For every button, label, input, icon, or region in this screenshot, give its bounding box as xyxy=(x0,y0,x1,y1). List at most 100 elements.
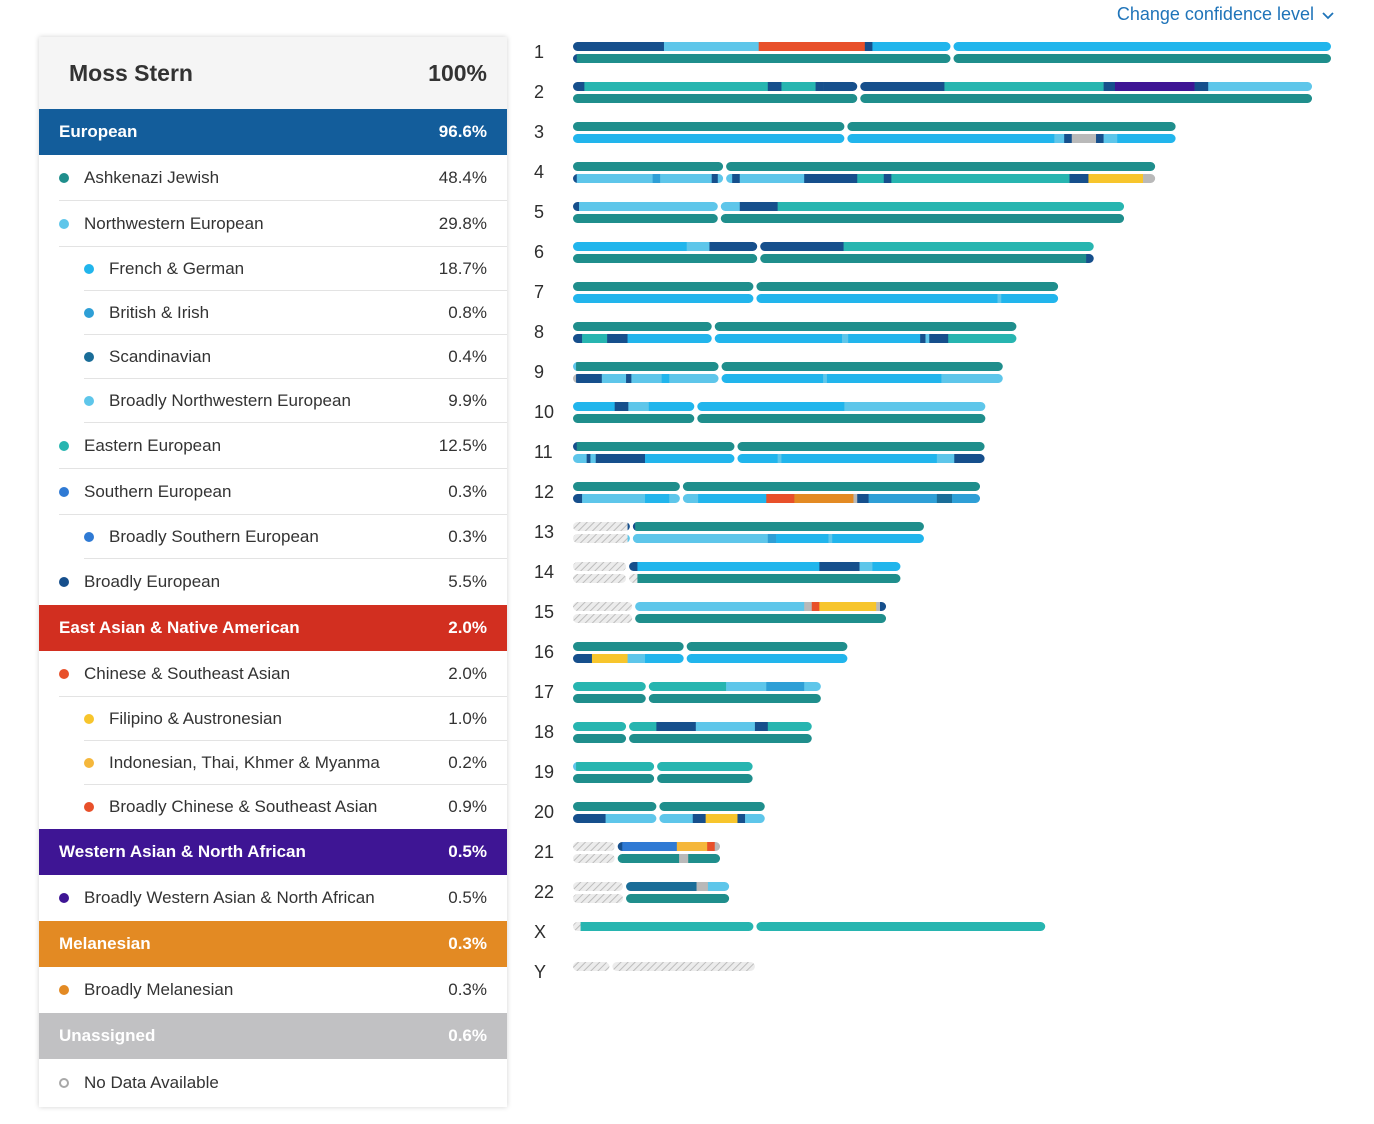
region-unassigned[interactable]: Unassigned 0.6% xyxy=(39,1013,507,1059)
segment-broad-euro xyxy=(607,334,628,343)
ancestry-percent: 2.0% xyxy=(448,663,487,683)
chromosome-9[interactable]: 9 xyxy=(534,362,1003,383)
legend-dot-icon xyxy=(84,351,94,362)
segment-nw-broad xyxy=(941,374,1003,383)
legend-dot-icon xyxy=(59,893,69,903)
chromosome-7[interactable]: 7 xyxy=(534,282,1059,303)
segment-broad-euro xyxy=(573,82,585,91)
ancestry-percent: 9.9% xyxy=(448,390,487,410)
segment-french-german xyxy=(695,402,845,411)
ancestry-french-german[interactable]: French & German 18.7% xyxy=(84,247,507,291)
segment-nw-broad xyxy=(823,374,828,383)
ancestry-broadly-western-asian-north-african[interactable]: Broadly Western Asian & North African 0.5… xyxy=(59,875,507,921)
chromosome-3[interactable]: 3 xyxy=(534,122,1176,143)
chromosome-8[interactable]: 8 xyxy=(534,322,1017,343)
change-confidence-link[interactable]: Change confidence level xyxy=(1117,4,1334,25)
segment-nw-broad xyxy=(936,454,955,463)
segment-eastern xyxy=(580,922,1046,931)
chromosome-1[interactable]: 1 xyxy=(534,42,1331,63)
ancestry-british-irish[interactable]: British & Irish 0.8% xyxy=(84,291,507,335)
change-confidence-label: Change confidence level xyxy=(1116,4,1314,24)
segment-ashkenazi xyxy=(573,802,765,811)
segment-nw-broad xyxy=(842,334,849,343)
chromosome-10[interactable]: 10 xyxy=(534,402,986,423)
ancestry-percent: 0.3% xyxy=(448,980,487,999)
segment-british xyxy=(767,534,777,543)
chromosome-label: 15 xyxy=(534,602,554,622)
segment-broad-euro xyxy=(573,54,578,63)
chromosome-y[interactable]: Y xyxy=(534,962,755,982)
ancestry-scandinavian[interactable]: Scandinavian 0.4% xyxy=(84,335,507,379)
segment-nw-broad xyxy=(717,174,725,183)
chromosome-11[interactable]: 11 xyxy=(534,442,985,463)
segment-broad-euro xyxy=(819,562,860,571)
legend-dot-icon xyxy=(59,577,69,587)
segment-french-german xyxy=(781,454,938,463)
legend-dot-icon xyxy=(59,218,69,229)
no-data-label: No Data Available xyxy=(84,1073,219,1092)
ancestry-label: British & Irish xyxy=(109,302,210,322)
ancestry-label: Broadly Chinese & Southeast Asian xyxy=(109,797,378,816)
region-label: East Asian & Native American xyxy=(59,618,300,637)
region-western-asian-north-african[interactable]: Western Asian & North African 0.5% xyxy=(39,829,507,875)
segment-scandinavian xyxy=(624,882,697,891)
region-melanesian[interactable]: Melanesian 0.3% xyxy=(39,921,507,967)
segment-broad-euro xyxy=(1069,174,1089,183)
segment-nw-broad xyxy=(828,534,833,543)
segment-nw-broad xyxy=(573,454,587,463)
ancestry-broadly-european[interactable]: Broadly European 5.5% xyxy=(59,559,507,605)
ancestry-percent: 0.4% xyxy=(448,346,487,366)
ancestry-broadly-chinese-southeast-asian[interactable]: Broadly Chinese & Southeast Asian 0.9% xyxy=(84,785,507,829)
chromosome-x[interactable]: X xyxy=(534,922,1046,942)
chromosome-18[interactable]: 18 xyxy=(534,722,812,743)
chromosome-21[interactable]: 21 xyxy=(534,842,721,863)
ancestry-broadly-melanesian[interactable]: Broadly Melanesian 0.3% xyxy=(59,967,507,1013)
chromosome-19[interactable]: 19 xyxy=(534,762,753,783)
ancestry-southern-european[interactable]: Southern European 0.3% xyxy=(59,469,507,515)
ancestry-broadly-northwestern-european[interactable]: Broadly Northwestern European 9.9% xyxy=(84,379,507,423)
chromosome-4[interactable]: 4 xyxy=(534,162,1156,183)
ancestry-indonesian-thai-khmer-myanma[interactable]: Indonesian, Thai, Khmer & Myanma 0.2% xyxy=(84,741,507,785)
ancestry-filipino-austronesian[interactable]: Filipino & Austronesian 1.0% xyxy=(84,697,507,741)
chromosome-6[interactable]: 6 xyxy=(534,242,1094,263)
chromosome-15[interactable]: 15 xyxy=(534,602,887,623)
segment-nw-broad xyxy=(573,362,577,371)
segment-french-german xyxy=(776,534,829,543)
chromosome-20[interactable]: 20 xyxy=(534,802,765,823)
chromosome-copy xyxy=(573,294,1059,303)
chromosome-copy xyxy=(573,214,1125,223)
segment-ashkenazi xyxy=(637,574,901,583)
segment-nw-broad xyxy=(627,534,769,543)
chromosome-2[interactable]: 2 xyxy=(534,82,1313,103)
segment-nodata xyxy=(573,522,628,531)
region-european[interactable]: European 96.6% xyxy=(39,109,507,155)
segment-nodata xyxy=(573,602,634,611)
chromosome-copy xyxy=(573,722,812,731)
segment-eastern xyxy=(944,82,1104,91)
chromosome-13[interactable]: 13 xyxy=(534,522,924,543)
ancestry-eastern-european[interactable]: Eastern European 12.5% xyxy=(59,423,507,469)
chromosome-22[interactable]: 22 xyxy=(534,882,730,903)
segment-broad-euro xyxy=(754,722,769,731)
segment-nw-broad xyxy=(925,334,930,343)
chromosome-16[interactable]: 16 xyxy=(534,642,848,663)
no-data-legend: No Data Available xyxy=(59,1059,507,1107)
segment-unassigned xyxy=(1143,174,1156,183)
ancestry-chinese-southeast-asian[interactable]: Chinese & Southeast Asian 2.0% xyxy=(59,651,507,697)
segment-nw-broad xyxy=(669,374,721,383)
ancestry-northwestern-european[interactable]: Northwestern European 29.8% xyxy=(59,201,507,247)
chromosome-12[interactable]: 12 xyxy=(534,482,981,503)
segment-broad-euro xyxy=(692,814,706,823)
segment-french-german xyxy=(573,134,1055,143)
region-east-asian-native-american[interactable]: East Asian & Native American 2.0% xyxy=(39,605,507,651)
segment-french-german xyxy=(698,494,767,503)
chromosome-17[interactable]: 17 xyxy=(534,682,821,703)
segment-nw-broad xyxy=(660,174,713,183)
chromosome-copy xyxy=(573,82,1313,91)
chromosome-5[interactable]: 5 xyxy=(534,202,1125,223)
segment-broad-euro xyxy=(954,454,985,463)
ancestry-broadly-southern-european[interactable]: Broadly Southern European 0.3% xyxy=(84,515,507,559)
segment-ashkenazi xyxy=(573,122,1176,131)
ancestry-ashkenazi-jewish[interactable]: Ashkenazi Jewish 48.4% xyxy=(59,155,507,201)
chromosome-14[interactable]: 14 xyxy=(534,562,901,583)
